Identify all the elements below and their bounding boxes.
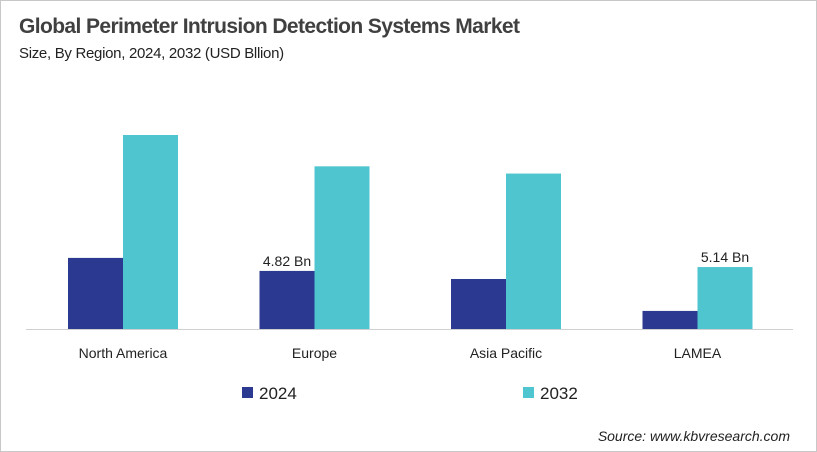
data-label: 4.82 Bn: [263, 253, 311, 269]
x-tick-label: Asia Pacific: [470, 345, 542, 361]
bar-2024-0: [68, 257, 123, 329]
bar-2024-3: [642, 310, 698, 329]
bar-2024-1: [259, 270, 315, 329]
bar-2032-1: [314, 166, 370, 329]
legend-label-2024: 2024: [259, 384, 297, 403]
x-tick-label: LAMEA: [674, 345, 722, 361]
bar-2024-2: [451, 278, 506, 329]
bar-2032-2: [506, 173, 561, 329]
chart-title: Global Perimeter Intrusion Detection Sys…: [19, 15, 520, 38]
bar-2032-0: [123, 134, 178, 329]
legend-swatch-2024: [242, 387, 253, 398]
legend-swatch-2032: [523, 387, 534, 398]
bar-2032-3: [697, 267, 753, 329]
data-label: 5.14 Bn: [701, 249, 749, 265]
chart-subtitle: Size, By Region, 2024, 2032 (USD Bllion): [19, 45, 284, 62]
legend-label-2032: 2032: [540, 384, 578, 403]
x-tick-label: North America: [79, 345, 168, 361]
source-note: Source: www.kbvresearch.com: [597, 428, 790, 444]
x-tick-label: Europe: [292, 345, 337, 361]
